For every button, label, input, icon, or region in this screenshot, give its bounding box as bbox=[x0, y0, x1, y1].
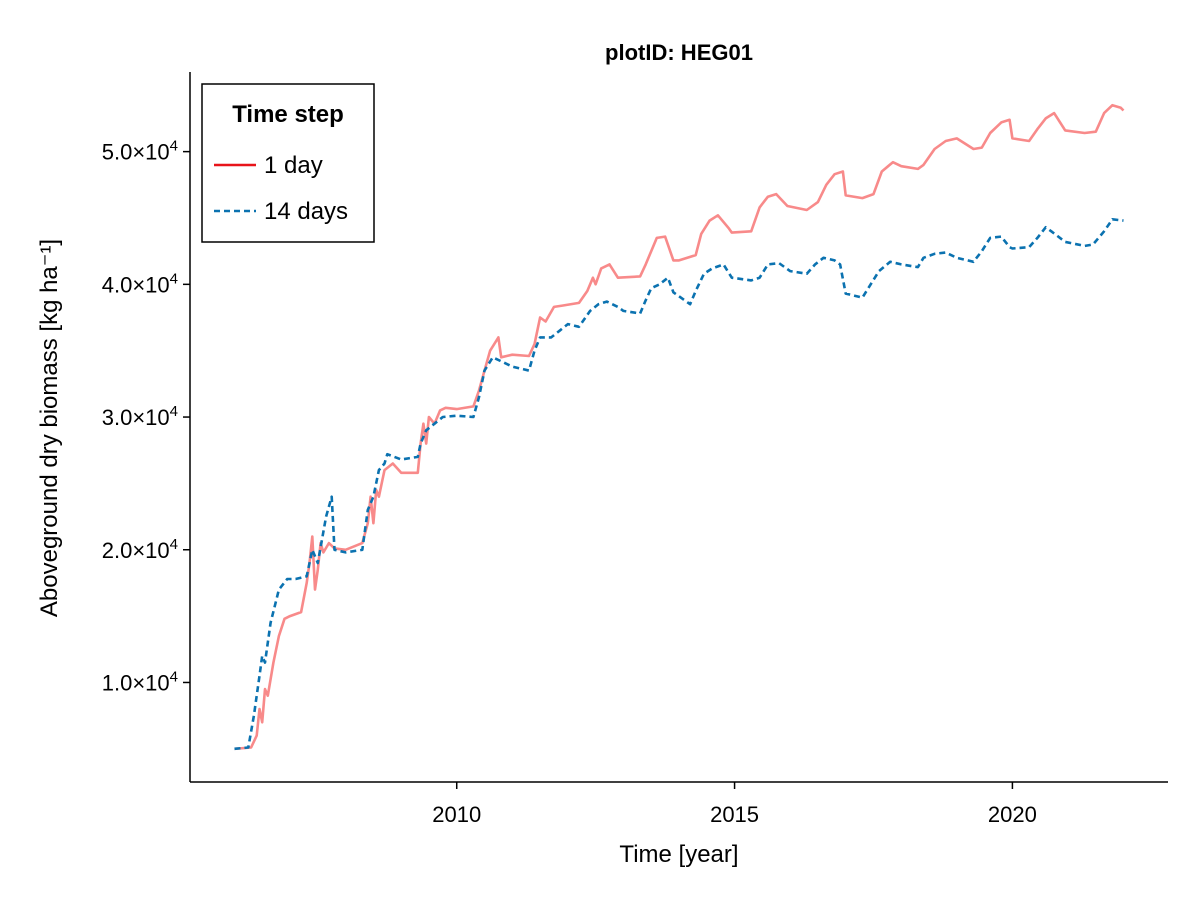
y-tick-label-4: 5.0×104 bbox=[102, 138, 178, 165]
y-tick-label-2: 3.0×104 bbox=[102, 403, 178, 430]
legend: Time step 1 day 14 days bbox=[201, 83, 375, 243]
axes: 2010 2015 2020 1.0×104 2.0×104 3.0×104 4.0×10… bbox=[102, 72, 1168, 827]
y-axis-label: Aboveground dry biomass [kg ha⁻¹] bbox=[36, 239, 63, 617]
chart-title: plotID: HEG01 bbox=[605, 40, 753, 65]
legend-label-1-day: 1 day bbox=[264, 152, 323, 179]
y-tick-label-1: 2.0×104 bbox=[102, 536, 178, 563]
y-ticks: 1.0×104 2.0×104 3.0×104 4.0×104 5.0×104 bbox=[102, 138, 190, 695]
legend-title: Time step bbox=[232, 101, 344, 128]
x-tick-label-2020: 2020 bbox=[988, 802, 1037, 827]
x-ticks: 2010 2015 2020 bbox=[432, 782, 1037, 827]
y-tick-label-0: 1.0×104 bbox=[102, 668, 178, 695]
x-axis-label: Time [year] bbox=[619, 841, 738, 868]
legend-label-14-days: 14 days bbox=[264, 198, 348, 225]
x-tick-label-2015: 2015 bbox=[710, 802, 759, 827]
series-line-1-day bbox=[234, 103, 1125, 751]
y-tick-label-3: 4.0×104 bbox=[102, 270, 178, 297]
series-layer bbox=[234, 103, 1125, 751]
legend-box bbox=[201, 83, 375, 243]
x-tick-label-2010: 2010 bbox=[432, 802, 481, 827]
series-line-14-days bbox=[234, 218, 1124, 751]
